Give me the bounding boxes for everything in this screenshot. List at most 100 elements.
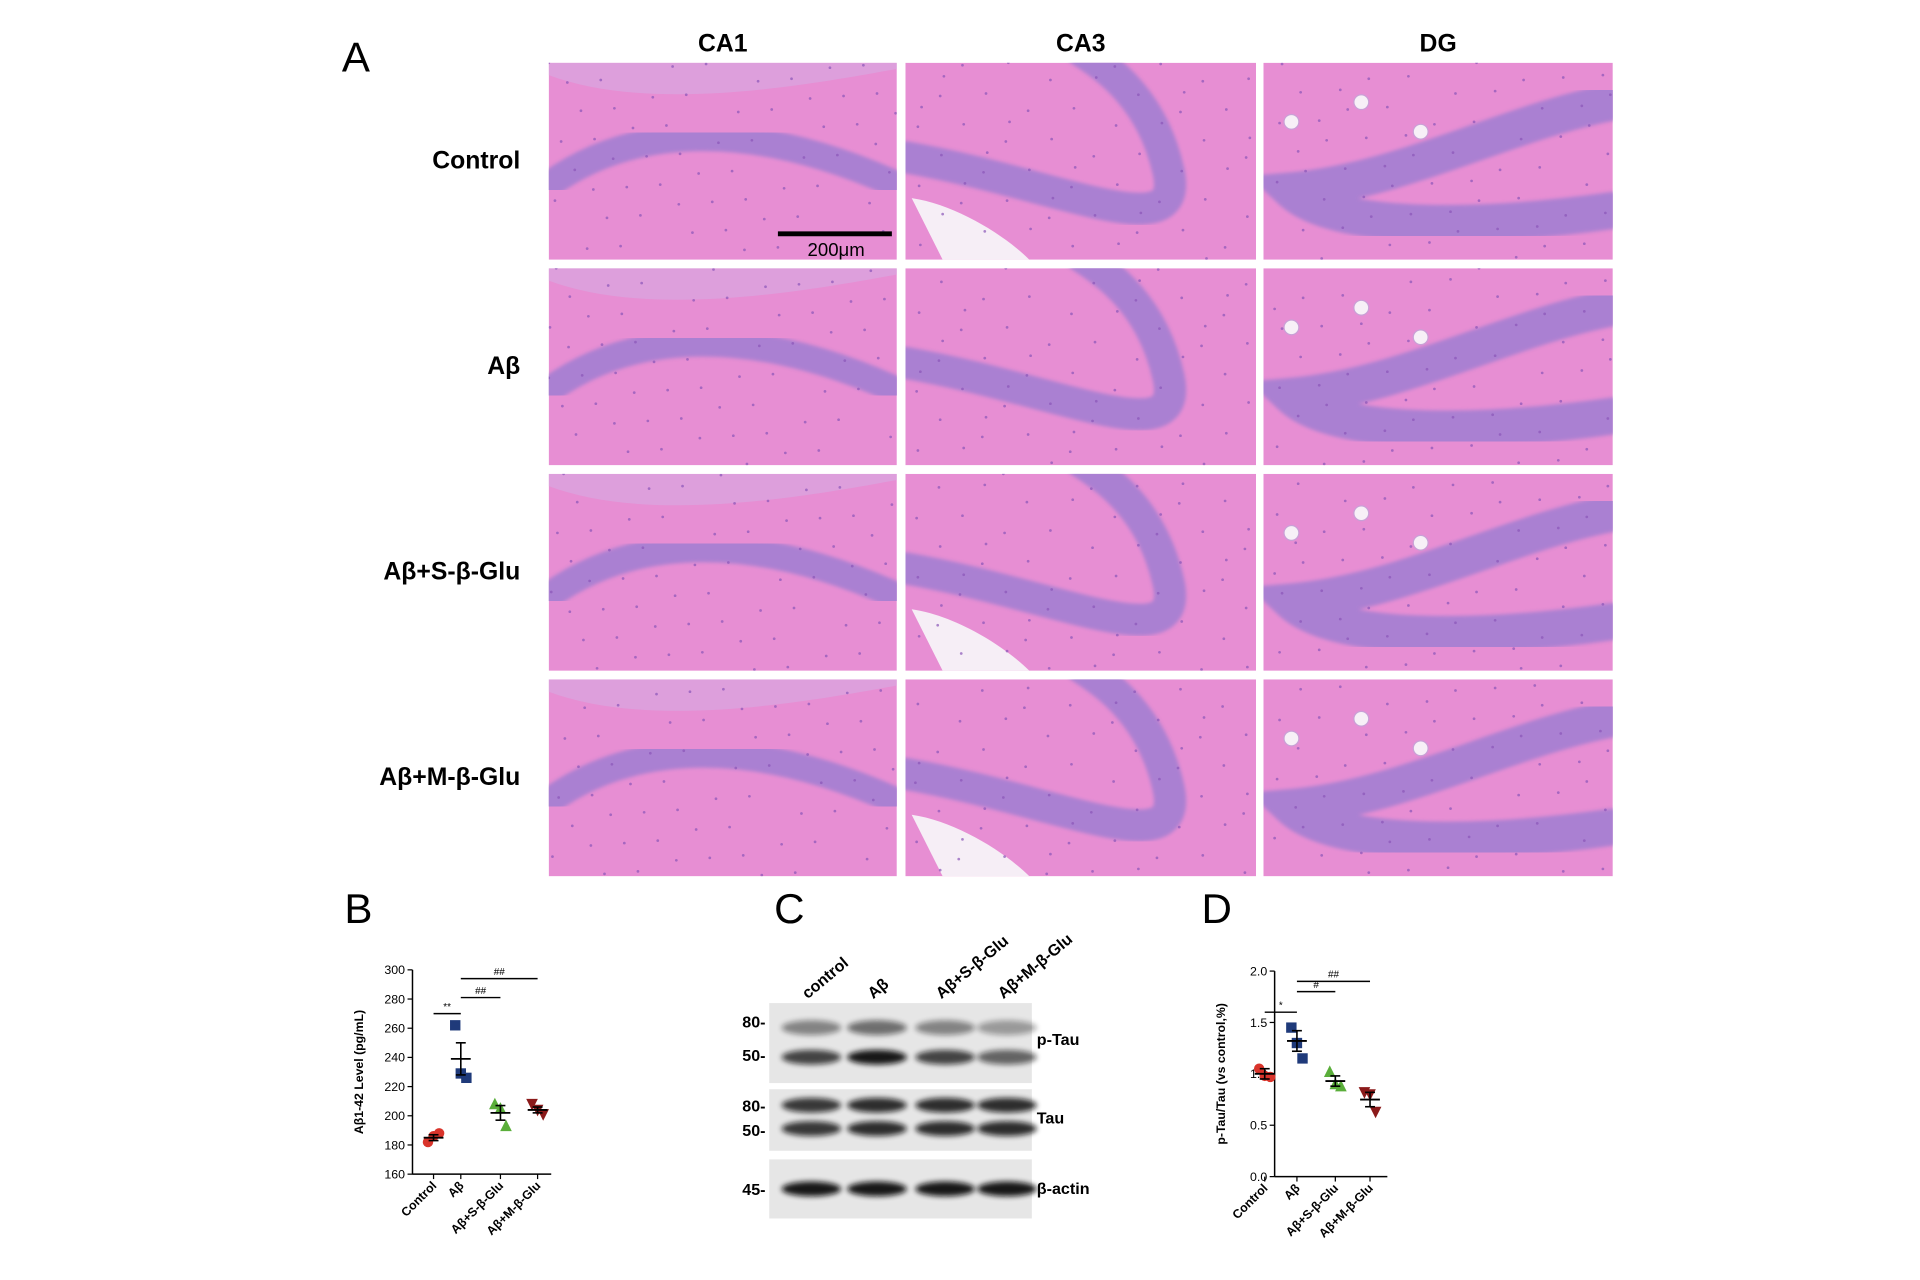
- nucleus: [1244, 156, 1248, 159]
- nucleus: [957, 857, 961, 861]
- nucleus: [1388, 243, 1392, 247]
- nucleus: [1404, 663, 1408, 666]
- nucleus: [1071, 244, 1075, 248]
- vessel: [911, 814, 1030, 877]
- nucleus: [1472, 120, 1476, 124]
- nucleus: [1367, 606, 1371, 610]
- nucleus: [1388, 840, 1392, 844]
- nucleus: [1587, 124, 1591, 127]
- nucleus: [1047, 666, 1051, 670]
- nucleus: [641, 546, 645, 550]
- nucleus: [1008, 120, 1011, 124]
- nucleus: [1025, 824, 1029, 828]
- x-tick-label: Control: [1230, 1181, 1271, 1222]
- nucleus: [609, 813, 613, 817]
- nucleus: [1540, 106, 1544, 110]
- nucleus: [1050, 588, 1054, 591]
- nucleus: [1158, 650, 1161, 654]
- nucleus: [1407, 339, 1410, 343]
- vacuole: [1412, 123, 1429, 140]
- nucleus: [1599, 729, 1602, 733]
- nucleus: [1029, 354, 1032, 358]
- vacuole: [1283, 730, 1300, 747]
- nucleus: [1517, 529, 1521, 532]
- nucleus: [681, 484, 684, 488]
- nucleus: [1275, 513, 1279, 516]
- nucleus: [1564, 214, 1568, 217]
- nucleus: [1512, 714, 1516, 718]
- nucleus: [865, 857, 869, 861]
- nucleus: [1049, 78, 1052, 82]
- nucleus: [728, 825, 731, 829]
- nucleus: [1049, 402, 1052, 406]
- tissue: [905, 679, 1257, 877]
- nucleus: [871, 798, 875, 802]
- nucleus: [1381, 820, 1384, 824]
- nucleus: [1359, 851, 1363, 855]
- nucleus: [653, 625, 657, 628]
- nucleus: [816, 184, 819, 188]
- y-tick-label: 2.0: [1250, 964, 1267, 978]
- nucleus: [1028, 618, 1031, 622]
- nucleus: [1475, 326, 1478, 329]
- nucleus: [1092, 732, 1096, 735]
- y-tick-label: 0.5: [1250, 1119, 1267, 1133]
- blot-band: [915, 1181, 975, 1197]
- nucleus: [640, 281, 644, 285]
- nucleus: [1156, 718, 1160, 722]
- nucleus: [554, 268, 558, 270]
- nucleus: [634, 340, 637, 344]
- nucleus: [938, 94, 942, 98]
- tissue: [548, 62, 897, 260]
- nucleus: [580, 374, 584, 377]
- nucleus: [1160, 445, 1164, 449]
- nucleus: [842, 94, 845, 98]
- nucleus: [1205, 257, 1208, 260]
- vessel: [911, 609, 1030, 671]
- nucleus: [601, 607, 605, 611]
- nucleus: [611, 157, 615, 161]
- nucleus: [694, 828, 698, 831]
- nucleus: [1475, 855, 1478, 858]
- nucleus: [1561, 76, 1565, 79]
- nucleus: [712, 268, 715, 271]
- nucleus: [1561, 605, 1565, 609]
- nucleus: [1409, 809, 1413, 813]
- nucleus: [875, 92, 879, 95]
- nucleus: [800, 812, 803, 815]
- nucleus: [1451, 151, 1455, 154]
- y-tick-label: 260: [384, 1022, 405, 1036]
- nucleus: [1493, 618, 1497, 622]
- vacuole: [1412, 740, 1429, 757]
- nucleus: [1367, 342, 1371, 345]
- nucleus: [730, 169, 734, 173]
- nucleus: [796, 215, 800, 218]
- nucleus: [985, 151, 989, 154]
- nucleus: [577, 765, 580, 769]
- tissue: [548, 268, 897, 466]
- nucleus: [844, 623, 848, 627]
- nucleus: [757, 344, 761, 348]
- nucleus: [562, 473, 565, 476]
- vacuole: [1353, 710, 1370, 727]
- nucleus: [750, 138, 754, 142]
- nucleus: [1517, 196, 1521, 200]
- x-tick-label: Control: [398, 1179, 439, 1220]
- nucleus: [1608, 93, 1612, 97]
- nucleus: [767, 764, 771, 767]
- nucleus: [1604, 808, 1607, 812]
- nucleus: [1135, 808, 1139, 812]
- nucleus: [1155, 532, 1159, 536]
- nucleus: [1181, 482, 1185, 486]
- nucleus: [559, 140, 563, 143]
- nucleus: [1470, 776, 1473, 780]
- nucleus: [1498, 168, 1502, 172]
- nucleus: [942, 74, 946, 78]
- nucleus: [707, 591, 710, 595]
- vessel: [911, 198, 1030, 260]
- nucleus: [914, 781, 917, 785]
- nucleus: [982, 621, 985, 625]
- nucleus: [961, 63, 964, 67]
- nucleus: [1137, 417, 1140, 420]
- nucleus: [1585, 183, 1589, 186]
